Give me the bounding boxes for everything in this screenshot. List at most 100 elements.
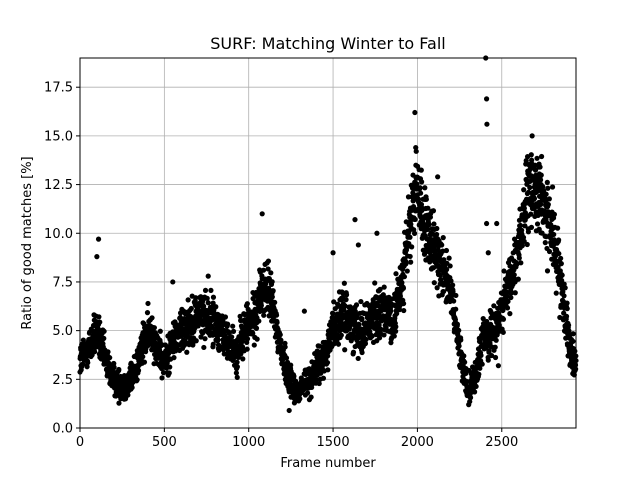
data-point: [517, 222, 524, 229]
data-point: [531, 195, 538, 202]
data-point: [331, 299, 337, 305]
data-point: [545, 201, 551, 208]
data-point: [519, 243, 525, 249]
data-point: [116, 366, 122, 373]
data-point: [376, 322, 382, 328]
data-point: [480, 316, 486, 322]
data-point: [343, 297, 349, 303]
data-point: [414, 181, 420, 187]
data-point: [393, 328, 399, 334]
data-point: [234, 359, 240, 365]
data-point: [423, 196, 429, 202]
outlier-point: [352, 217, 358, 223]
data-point: [313, 377, 320, 383]
data-point: [551, 231, 557, 238]
data-point: [125, 392, 131, 398]
data-point: [226, 330, 232, 336]
data-point: [431, 280, 437, 286]
data-point: [145, 300, 151, 307]
outlier-point: [413, 144, 419, 151]
data-point: [458, 337, 464, 343]
data-point: [544, 268, 551, 274]
data-point: [393, 324, 399, 330]
outlier-point: [301, 308, 307, 314]
data-point: [380, 292, 386, 298]
data-point: [362, 340, 369, 347]
data-point: [478, 352, 484, 358]
data-point: [233, 370, 239, 376]
data-point: [273, 312, 280, 318]
data-point: [538, 153, 545, 160]
data-point: [543, 191, 549, 197]
data-point: [418, 190, 424, 196]
data-point: [534, 155, 540, 161]
data-point: [453, 306, 459, 312]
data-point: [472, 389, 478, 395]
outlier-point: [259, 211, 265, 217]
x-tick-label: 1000: [232, 435, 265, 450]
data-point: [537, 164, 543, 170]
data-point: [493, 337, 499, 343]
data-point: [508, 294, 514, 301]
data-point: [412, 216, 418, 223]
data-point: [555, 225, 561, 231]
data-point: [268, 270, 274, 276]
data-point: [230, 328, 237, 334]
data-point: [265, 258, 272, 264]
data-point: [193, 338, 199, 344]
data-point: [278, 337, 284, 343]
data-point: [434, 285, 440, 291]
data-points: [77, 55, 579, 414]
data-point: [369, 333, 375, 339]
data-point: [525, 229, 532, 235]
data-point: [559, 272, 565, 278]
data-point: [316, 380, 322, 387]
data-point: [297, 396, 303, 402]
outlier-point: [483, 96, 490, 102]
data-point: [401, 274, 408, 280]
data-point: [444, 266, 450, 273]
data-point: [244, 346, 250, 352]
data-point: [381, 332, 387, 338]
data-point: [562, 285, 568, 291]
data-point: [393, 271, 399, 277]
data-point: [538, 172, 544, 178]
data-point: [101, 335, 107, 341]
data-point: [113, 393, 119, 399]
data-point: [409, 244, 415, 250]
data-point: [448, 278, 454, 284]
data-point: [282, 340, 288, 346]
data-point: [519, 227, 525, 233]
data-point: [505, 298, 511, 305]
data-point: [456, 343, 462, 349]
data-point: [534, 221, 541, 227]
data-point: [422, 185, 428, 191]
data-point: [116, 400, 122, 406]
data-point: [343, 292, 350, 298]
data-point: [208, 287, 214, 293]
data-point: [518, 260, 524, 266]
data-point: [272, 299, 278, 306]
data-point: [251, 342, 257, 348]
outlier-point: [95, 236, 102, 242]
data-point: [411, 230, 418, 236]
data-point: [446, 255, 452, 261]
data-point: [489, 352, 495, 359]
data-point: [171, 355, 177, 361]
x-tick-label: 0: [76, 435, 84, 450]
data-point: [400, 300, 407, 307]
data-point: [532, 167, 539, 173]
data-point: [570, 331, 576, 337]
data-point: [304, 390, 311, 396]
data-point: [524, 241, 530, 248]
data-point: [515, 276, 521, 282]
outlier-point: [435, 174, 441, 180]
data-point: [201, 344, 207, 351]
data-point: [205, 300, 211, 306]
data-point: [250, 296, 256, 302]
data-point: [240, 356, 246, 362]
data-point: [159, 375, 165, 381]
data-point: [431, 221, 437, 227]
data-point: [269, 294, 275, 300]
